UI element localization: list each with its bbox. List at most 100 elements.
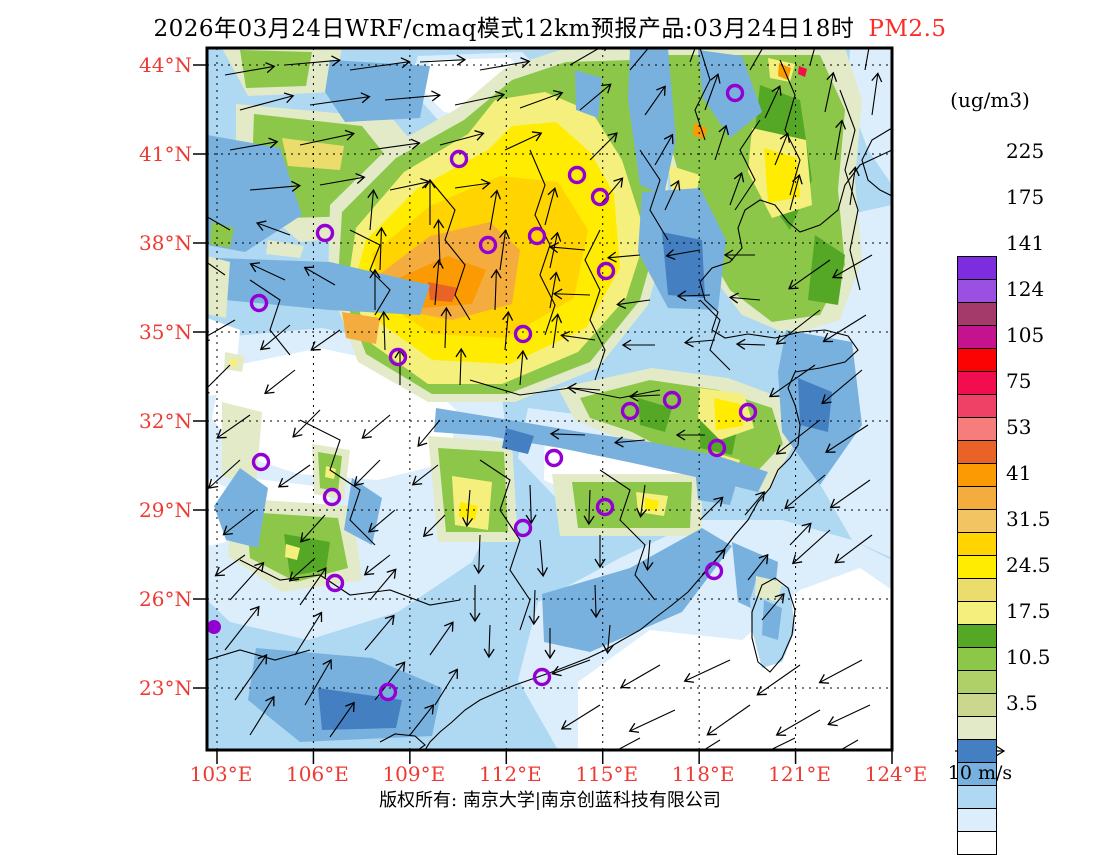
wind-arrow [519,90,564,109]
wind-arrow [490,268,502,311]
wind-arrow [834,119,847,161]
figure-title-pollutant: PM2.5 [868,16,947,42]
wind-arrow [479,57,531,71]
colorbar-tick-label: 3.5 [1006,691,1038,715]
colorbar-cell [957,440,997,464]
station-marker [620,401,640,421]
wind-arrow [619,664,661,689]
lat-label: 29°N [139,498,192,522]
wind-arrow [768,364,816,398]
wind-arrow [433,218,445,266]
colorbar-cell [957,693,997,717]
colorbar-cell [957,601,997,625]
wind-arrow [789,174,803,211]
wind-arrow [249,180,302,192]
lat-label: 35°N [139,320,192,344]
wind-arrow [704,73,721,111]
lat-label: 26°N [139,587,192,611]
wind-arrow [389,177,431,191]
wind-arrow [601,737,641,750]
wind-arrow [255,220,291,236]
wind-arrow [775,309,821,345]
wind-arrow [590,584,602,619]
wind-arrow [699,496,724,521]
colorbar-cell [957,325,997,349]
wind-arrow [207,319,236,341]
wind-arrow [569,48,611,66]
wind-arrow [628,709,676,733]
wind-arrow [629,48,657,71]
lon-label: 106°E [286,762,349,786]
figure-title: 2026年03月24日WRF/cmaq模式12km预报产品:03月24日18时 P… [0,9,1100,43]
wind-arrow [628,390,661,402]
colorbar-cell [957,739,997,763]
lon-label: 121°E [768,762,831,786]
wind-arrow [499,229,510,271]
colorbar-cell [957,302,997,326]
wind-arrow [566,382,601,394]
graticule [207,48,892,750]
wind-arrow [636,484,648,518]
colorbar-cell [957,509,997,533]
wind-arrow [349,57,411,71]
map-area [207,48,892,750]
wind-arrow [544,187,559,226]
wind-arrow [207,216,231,231]
wind-arrow [560,330,596,342]
wind-arrow [483,624,495,659]
wind-arrow [706,704,751,736]
wind-arrow [249,695,275,736]
wind-arrow [224,62,276,76]
wind-arrow [644,85,666,116]
wind-arrow [422,514,446,538]
station-marker [595,497,615,517]
colorbar-tick-label: 10.5 [1006,645,1051,669]
station-marker [388,347,408,367]
wind-arrow [454,90,506,106]
axis-ticks [193,64,893,764]
wind-arrow [229,137,279,151]
wind-arrow [599,177,624,206]
wind-arrow [369,138,421,151]
wind-arrow [589,132,618,161]
wind-arrow [329,701,355,738]
wind-arrow [789,522,812,546]
wind-arrow [409,704,435,736]
lon-label: 112°E [478,762,542,786]
wind-arrow [363,554,391,576]
wind-arrow [689,48,696,63]
wind-arrow [277,464,311,488]
wind-arrow [729,171,745,206]
lat-label: 41°N [139,142,192,166]
lat-label: 38°N [139,231,192,255]
wind-arrow [613,436,646,448]
wind-arrow [234,653,268,701]
colorbar-cell [957,762,997,786]
colorbar-cell [957,831,997,855]
colorbar-cell [957,555,997,579]
wind-arrow [764,85,782,119]
station-marker [527,226,547,246]
wind-arrow [579,83,612,111]
station-marker [513,324,533,344]
wind-arrow [361,414,391,439]
wind-arrow [384,90,442,102]
colorbar-cell [957,624,997,648]
colorbar-cell [957,670,997,694]
wind-arrow [284,55,342,67]
station-marker [478,235,498,255]
wind-arrow [353,459,381,487]
wind-arrow [299,129,355,146]
wind-arrow [664,179,681,211]
colorbar-cell [957,486,997,510]
wind-arrow [207,261,226,276]
station-marker [449,149,469,169]
wind-arrow [288,557,316,582]
wind-arrow [461,489,474,528]
wind-arrow [294,611,323,656]
wind-arrow [676,290,711,302]
colorbar-cell [957,578,997,602]
lon-label: 118°E [671,762,735,786]
wind-arrow [824,71,838,113]
